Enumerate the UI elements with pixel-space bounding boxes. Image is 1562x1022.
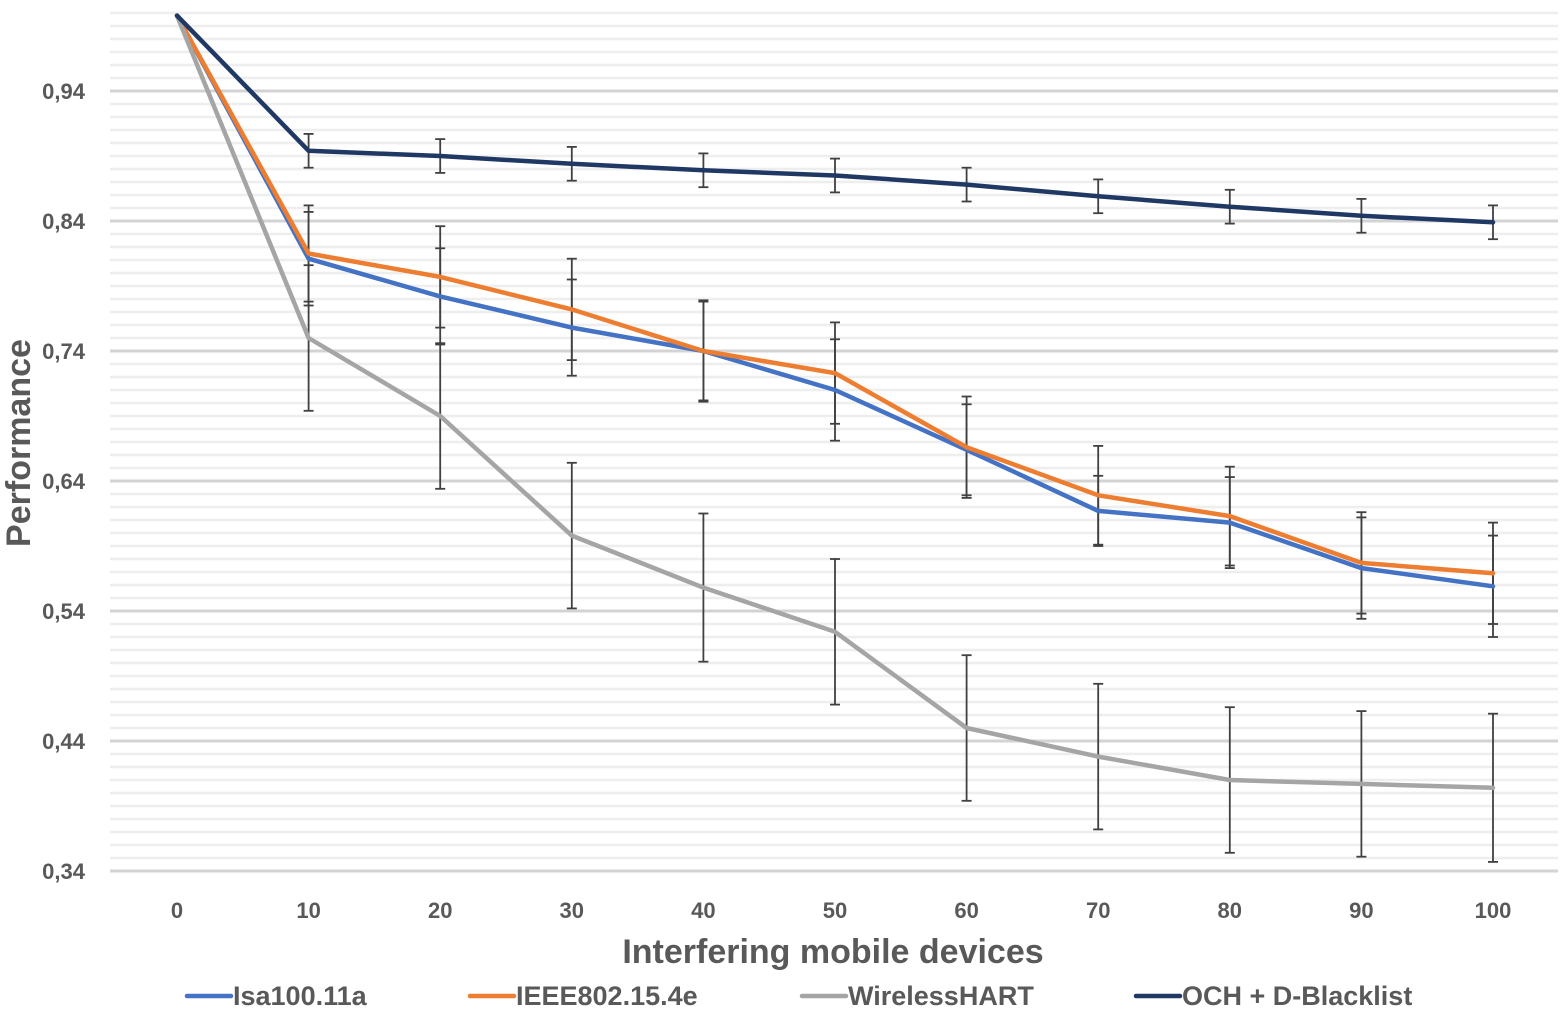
y-tick-label: 0,34 (42, 859, 86, 884)
x-tick-label: 10 (296, 898, 320, 923)
legend-item: OCH + D-Blacklist (1133, 981, 1412, 1011)
x-tick-label: 90 (1349, 898, 1373, 923)
x-axis-ticks: 0 10 20 30 40 50 60 70 80 90 100 (171, 898, 1511, 923)
x-tick-label: 20 (428, 898, 452, 923)
series-line-och-d-blacklist (174, 13, 1496, 225)
legend-label: OCH + D-Blacklist (1182, 981, 1412, 1011)
x-axis-title: Interfering mobile devices (622, 933, 1043, 971)
x-tick-label: 40 (691, 898, 715, 923)
x-tick-label: 0 (171, 898, 183, 923)
x-tick-label: 30 (560, 898, 584, 923)
error-bars (303, 132, 1498, 863)
x-tick-label: 80 (1218, 898, 1242, 923)
x-tick-label: 50 (823, 898, 847, 923)
legend-label: IEEE802.15.4e (516, 981, 698, 1011)
series-line-wirelesshart (174, 13, 1496, 791)
legend-label: WirelessHART (848, 981, 1034, 1011)
legend-label: Isa100.11a (233, 981, 368, 1011)
y-axis-title: Performance (0, 339, 38, 547)
y-tick-label: 0,44 (42, 729, 86, 754)
legend: Isa100.11a IEEE802.15.4e WirelessHART OCH +… (184, 981, 1412, 1011)
x-tick-label: 70 (1086, 898, 1110, 923)
x-tick-label: 100 (1475, 898, 1512, 923)
legend-item: IEEE802.15.4e (467, 981, 698, 1011)
y-tick-label: 0,54 (42, 599, 86, 624)
y-tick-label: 0,64 (42, 469, 86, 494)
series-line-isa100-11a (174, 13, 1496, 589)
series-line-ieee802-15-4e (174, 13, 1496, 576)
x-tick-label: 60 (954, 898, 978, 923)
y-tick-label: 0,74 (42, 339, 86, 364)
legend-item: Isa100.11a (184, 981, 368, 1011)
series-lines (174, 13, 1496, 791)
y-axis-ticks: 0,34 0,44 0,54 0,64 0,74 0,84 0,94 (42, 79, 86, 884)
y-tick-label: 0,84 (42, 209, 86, 234)
grid-layer (110, 11, 1558, 873)
y-tick-label: 0,94 (42, 79, 86, 104)
legend-item: WirelessHART (799, 981, 1034, 1011)
